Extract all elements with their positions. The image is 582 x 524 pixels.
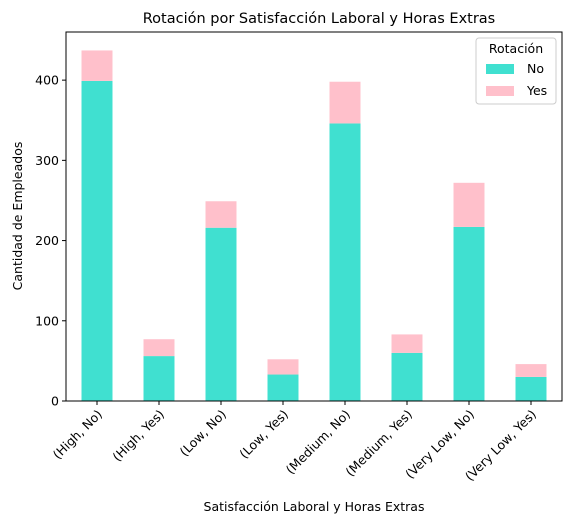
legend-title: Rotación [489,41,543,56]
bar-yes-2 [205,201,237,228]
bar-yes-6 [453,182,485,227]
bar-yes-5 [391,334,423,353]
y-axis-label: Cantidad de Empleados [10,142,25,291]
y-tick-label: 400 [35,73,59,88]
y-tick-label: 200 [35,233,59,248]
y-tick-label: 100 [35,313,59,328]
legend: Rotación No Yes [475,37,557,105]
x-axis: (High, No) (High, Yes) (Low, No) (Low, Yes)… [50,401,539,484]
bar-no-4 [329,123,361,401]
bar-yes-1 [143,339,175,357]
bar-yes-0 [81,50,113,81]
legend-label-yes: Yes [526,83,547,98]
x-tick-label: (Low, Yes) [236,407,291,462]
bar-no-5 [391,352,423,401]
bar-no-0 [81,80,113,402]
bars-group [81,50,547,402]
bar-no-3 [267,374,299,401]
bar-no-6 [453,226,485,401]
x-tick-label: (Medium, No) [283,407,353,477]
y-tick-label: 300 [35,153,59,168]
plot-frame [65,31,563,402]
x-axis-label: Satisfacción Laboral y Horas Extras [204,499,425,514]
bar-no-2 [205,227,237,401]
legend-swatch-no [486,64,514,74]
y-axis: 0 100 200 300 400 [35,73,66,409]
x-tick-label: (High, No) [50,407,105,462]
bar-no-7 [515,376,547,401]
bar-yes-7 [515,364,547,377]
y-tick-label: 0 [51,394,59,409]
legend-label-no: No [527,61,544,76]
bar-yes-3 [267,359,299,375]
legend-swatch-yes [486,86,514,96]
bar-yes-4 [329,81,361,124]
chart-title: Rotación por Satisfacción Laboral y Hora… [143,11,496,27]
bar-no-1 [143,356,175,401]
x-tick-label: (High, Yes) [109,407,167,465]
x-tick-label: (Low, No) [177,407,230,460]
